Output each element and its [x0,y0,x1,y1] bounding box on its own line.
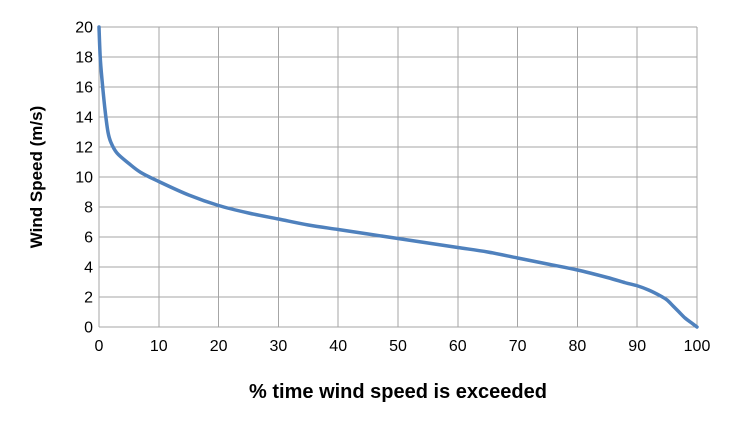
x-tick-labels: 0 10 20 30 40 50 60 70 80 90 100 [95,338,711,355]
y-tick-label: 20 [75,20,93,37]
grid-lines [98,26,698,328]
series-line [97,25,699,329]
y-tick-label: 10 [75,170,93,187]
y-tick-label: 12 [75,140,93,157]
y-tick-label: 14 [75,110,93,127]
y-tick-labels: 0 2 4 6 8 10 12 14 16 18 20 [75,20,93,337]
x-tick-label: 70 [509,338,527,355]
y-tick-label: 6 [84,230,93,247]
y-tick-label: 0 [84,320,93,337]
x-tick-label: 0 [95,338,104,355]
x-tick-label: 90 [628,338,646,355]
x-tick-label: 60 [449,338,467,355]
x-tick-label: 50 [389,338,407,355]
y-tick-label: 4 [84,260,93,277]
x-tick-label: 10 [150,338,168,355]
y-tick-label: 18 [75,50,93,67]
x-tick-label: 40 [329,338,347,355]
x-tick-label: 30 [270,338,288,355]
y-tick-label: 2 [84,290,93,307]
x-tick-label: 20 [210,338,228,355]
x-tick-label: 100 [684,338,711,355]
y-tick-label: 8 [84,200,93,217]
x-tick-label: 80 [569,338,587,355]
x-axis-title: % time wind speed is exceeded [249,381,547,403]
y-tick-label: 16 [75,80,93,97]
y-axis-title: Wind Speed (m/s) [27,106,46,248]
series-layer [97,25,699,329]
